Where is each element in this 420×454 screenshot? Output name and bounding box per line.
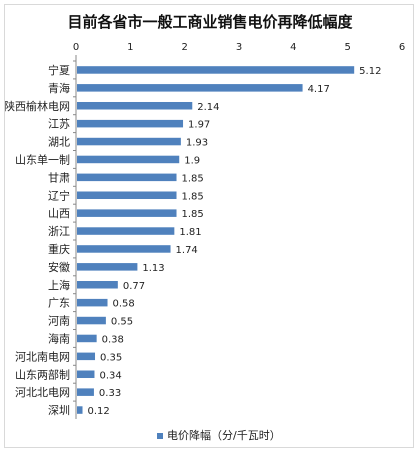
category-label: 安徽 [48,260,70,274]
category-label: 河北北电网 [15,386,70,399]
category-label: 浙江 [48,225,70,238]
legend: 电价降幅（分/千瓦时） [157,428,281,442]
category-label: 山西 [48,207,70,220]
data-label: 2.14 [197,102,219,113]
bar [77,263,138,271]
category-label: 山东两部制 [15,367,70,381]
bar [77,280,118,289]
bar [77,245,171,253]
x-tick-label: 1 [127,42,133,53]
data-label: 1.81 [179,227,201,238]
data-label: 1.93 [186,138,208,149]
x-tick-label: 5 [344,42,350,53]
data-label: 1.85 [182,173,204,184]
bar-chart: 目前各省市一般工商业销售电价再降低幅度 0 1 2 3 4 5 6 宁夏青海陕西榆林电网江苏湖… [5,13,405,442]
data-label: 0.35 [100,352,122,363]
data-label: 1.13 [142,263,164,274]
bar [77,119,184,128]
bar [77,227,175,235]
bar [77,209,177,217]
category-label: 上海 [48,278,70,292]
category-label: 陕西榆林电网 [5,99,70,113]
category-label: 深圳 [48,404,70,417]
data-label: 0.33 [99,388,121,399]
data-label: 5.12 [359,66,381,77]
x-tick-label: 4 [290,42,296,53]
bar [77,173,177,182]
bar [77,352,96,361]
data-label: 1.85 [182,209,204,220]
category-label: 重庆 [48,242,70,256]
bar [77,191,177,200]
data-label: 0.12 [88,406,110,417]
bar [77,298,108,307]
axis-layer: 0 1 2 3 4 5 6 宁夏青海陕西榆林电网江苏湖北山东单一制甘肃辽宁山西浙江重庆安徽上海… [5,42,405,419]
bars-layer: 5.12 4.17 2.14 1.97 1.93 1.9 1.85 1.85 1.85 1.81 1… [77,66,381,417]
category-label: 青海 [48,81,70,95]
chart-title: 目前各省市一般工商业销售电价再降低幅度 [67,13,353,31]
bar [77,316,106,325]
category-label: 宁夏 [48,63,70,77]
data-label: 1.97 [188,120,210,131]
data-label: 0.58 [113,299,135,310]
bar [77,334,97,343]
category-label: 甘肃 [48,171,70,184]
category-label: 江苏 [48,118,70,131]
chart-frame: 目前各省市一般工商业销售电价再降低幅度 0 1 2 3 4 5 6 宁夏青海陕西榆林电网江苏湖… [4,4,414,448]
category-label: 山东单一制 [15,153,70,166]
data-label: 0.34 [99,370,121,381]
x-tick-label: 3 [236,42,242,53]
category-label: 河北南电网 [15,350,70,363]
data-label: 0.55 [111,317,133,328]
bar [77,370,95,379]
data-label: 4.17 [308,84,330,95]
bar [77,66,355,74]
bar [77,84,303,92]
bar [77,388,94,396]
data-label: 1.9 [184,155,200,166]
data-label: 1.85 [182,191,204,202]
legend-swatch [157,433,163,439]
data-label: 1.74 [176,245,198,256]
x-tick-label: 2 [181,42,187,53]
data-label: 0.77 [123,281,145,292]
data-label: 0.38 [102,334,124,345]
x-tick-label: 0 [73,42,79,53]
category-label: 辽宁 [48,188,70,202]
bar [77,137,181,146]
bar [77,155,180,164]
category-label: 湖北 [48,136,70,149]
legend-label: 电价降幅（分/千瓦时） [167,428,281,442]
category-label: 河南 [48,315,70,328]
bar [77,406,83,414]
category-label: 海南 [48,331,70,345]
x-tick-label: 6 [399,42,405,53]
category-label: 广东 [48,297,70,310]
bar [77,101,193,110]
